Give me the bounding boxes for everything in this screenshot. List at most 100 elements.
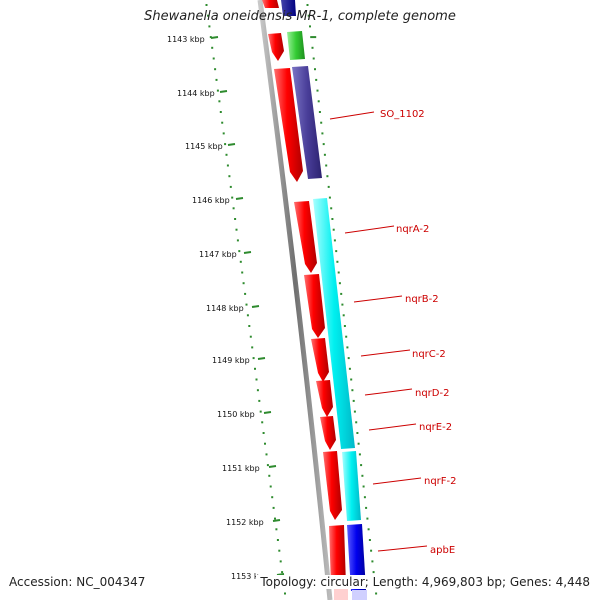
outer-ruler-tick <box>338 282 341 285</box>
cds-purple-so1102 <box>292 66 322 179</box>
outer-ruler-tick <box>340 292 343 295</box>
ruler-minor-tick <box>244 292 247 295</box>
ruler-minor-tick <box>232 207 235 210</box>
ruler-major-tick <box>276 573 285 576</box>
outer-ruler-tick <box>312 57 315 60</box>
blue-apbE <box>347 524 366 591</box>
gene-labels: SO_1102 nqrA-2 nqrB-2 nqrC-2 nqrD-2 nqrE-2 nqr… <box>329 109 457 556</box>
outer-ruler-tick <box>336 260 339 263</box>
cds-red-so1102 <box>274 68 303 182</box>
ruler-tick-label: 1144 kbp <box>177 89 215 98</box>
outer-ruler-tick <box>342 314 345 317</box>
ruler-minor-tick <box>249 335 252 338</box>
outer-ruler-tick <box>353 410 356 413</box>
outer-ruler-tick <box>371 560 374 563</box>
ruler-major-tick <box>263 411 272 414</box>
outer-ruler-tick <box>355 421 358 424</box>
ruler-tick-label: 1153 k <box>231 572 259 581</box>
ruler-minor-tick <box>266 464 269 467</box>
outer-ruler-tick <box>357 442 360 445</box>
ruler-major-tick <box>268 465 277 468</box>
ruler-minor-tick <box>234 218 237 220</box>
ruler-minor-tick <box>255 378 258 381</box>
outer-ruler-tick <box>328 196 331 199</box>
ruler-minor-tick <box>215 78 218 81</box>
outer-ruler-tick <box>368 539 371 541</box>
ruler-major-tick <box>235 197 244 200</box>
pale-end-left <box>334 586 348 600</box>
cds-partial-top <box>262 0 279 8</box>
ruler-major-tick <box>243 251 252 254</box>
outer-ruler-tick <box>365 506 368 509</box>
gene-label-nqrd-2[interactable]: nqrD-2 <box>415 388 449 399</box>
outer-ruler-tick <box>367 528 370 531</box>
gene-label-callout <box>372 477 422 485</box>
gene-label-nqrb-2[interactable]: nqrB-2 <box>405 294 439 305</box>
ruler-minor-tick <box>221 121 224 124</box>
outer-ruler-tick <box>348 367 351 370</box>
outer-ruler-tick <box>351 389 354 392</box>
gene-label-nqrc-2[interactable]: nqrC-2 <box>412 349 446 360</box>
outer-ruler-tick <box>372 571 375 574</box>
ruler-minor-tick <box>268 474 271 477</box>
cds-apbE <box>329 525 346 586</box>
outer-ruler-tick <box>332 228 335 231</box>
gene-label-callout <box>344 225 395 234</box>
outer-ruler-tick <box>309 25 311 28</box>
ruler-tick-label: 1152 kbp <box>226 518 264 527</box>
cds-nqrD <box>316 380 333 417</box>
gene-label-callout <box>364 388 413 396</box>
gene-label-nqrf-2[interactable]: nqrF-2 <box>424 476 457 487</box>
ruler-minor-tick <box>226 164 229 167</box>
outer-ruler-tick <box>346 346 349 349</box>
ruler-minor-tick <box>208 25 211 28</box>
ruler-minor-tick <box>274 517 276 520</box>
ruler-tick-label: 1149 kbp <box>212 356 250 365</box>
gene-label-apbe[interactable]: apbE <box>430 545 455 556</box>
ruler-minor-tick <box>218 100 221 103</box>
ruler-minor-tick <box>256 389 259 392</box>
gene-label-callout <box>377 545 428 552</box>
ruler-minor-tick <box>225 153 228 156</box>
cyan-nqr-track-2 <box>342 451 361 521</box>
ruler-minor-tick <box>222 132 225 135</box>
cds-reverse-partial-top <box>281 0 296 16</box>
outer-ruler-tick <box>322 143 325 146</box>
outer-ruler-tick <box>362 485 365 488</box>
ruler-major-tick <box>219 90 228 93</box>
ruler-tick-label: 1145 kbp <box>185 142 223 151</box>
cds-nqrB <box>304 274 325 338</box>
gene-label-nqre-2[interactable]: nqrE-2 <box>419 422 452 433</box>
outer-ruler-tick <box>363 496 366 499</box>
ruler-minor-tick <box>265 453 268 456</box>
gene-label-nqra-2[interactable]: nqrA-2 <box>396 224 429 235</box>
genome-title: Shewanella oneidensis MR-1, complete gen… <box>144 9 456 24</box>
outer-ruler-tick <box>323 153 326 156</box>
feature-track <box>262 0 367 600</box>
outer-ruler-tick <box>350 378 353 381</box>
pale-end-right <box>352 590 367 600</box>
outer-ruler-tick <box>341 303 344 306</box>
ruler-minor-tick <box>212 57 215 60</box>
ruler-minor-tick <box>279 560 282 563</box>
outer-ruler-tick <box>317 100 320 103</box>
outer-ruler-tick <box>315 78 318 81</box>
outer-ruler-tick <box>310 36 317 39</box>
outer-ruler-tick <box>361 474 364 477</box>
ruler-minor-tick <box>235 228 238 231</box>
ruler-minor-tick <box>262 432 265 434</box>
ruler-minor-tick <box>241 271 244 274</box>
ruler-minor-tick <box>216 89 219 92</box>
gene-label-callout <box>353 295 403 303</box>
outer-ruler-tick <box>316 89 319 92</box>
ruler-minor-tick <box>251 346 254 349</box>
ruler-minor-tick <box>239 260 242 263</box>
outer-ruler-tick <box>331 218 334 220</box>
ruler-minor-tick <box>252 357 255 360</box>
ruler-tick-label: 1148 kbp <box>206 304 244 313</box>
cyan-nqr-track-1 <box>313 198 355 449</box>
ruler-minor-tick <box>228 175 231 178</box>
ruler-minor-tick <box>276 539 279 541</box>
ruler-minor-tick <box>205 4 208 6</box>
gene-label-so-1102[interactable]: SO_1102 <box>380 109 425 120</box>
